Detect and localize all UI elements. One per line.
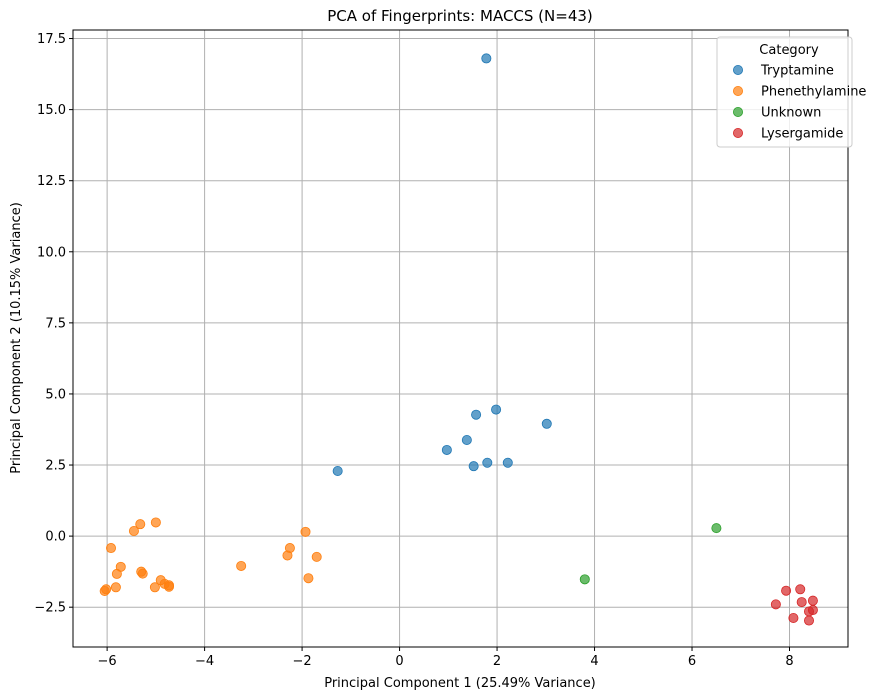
tryptamine-point <box>468 461 479 472</box>
legend: Category Tryptamine Phenethylamine Unknown… <box>716 36 866 148</box>
phenethylamine-point <box>99 585 110 596</box>
y-tick-label: −2.5 <box>34 601 66 616</box>
lysergamide-point <box>796 597 807 608</box>
phenethylamine-point <box>110 582 121 593</box>
legend-marker-phenethylamine <box>733 86 744 97</box>
legend-entries: Tryptamine Phenethylamine Unknown Lysergami… <box>733 64 866 142</box>
phenethylamine-point <box>236 560 247 571</box>
phenethylamine-point <box>164 581 175 592</box>
phenethylamine-point <box>303 573 314 584</box>
lysergamide-point <box>807 595 818 606</box>
lysergamide-point <box>795 584 806 595</box>
tryptamine-point <box>491 404 502 415</box>
legend-title: Category <box>759 43 819 58</box>
phenethylamine-point <box>128 525 139 536</box>
y-tick-label: 7.5 <box>45 316 66 331</box>
grid-lines <box>73 30 848 647</box>
phenethylamine-point <box>135 519 146 530</box>
unknown-point <box>579 574 590 585</box>
legend-label-unknown: Unknown <box>761 106 821 121</box>
tryptamine-point <box>541 418 552 429</box>
legend-label-lysergamide: Lysergamide <box>761 127 843 142</box>
tryptamine-point <box>441 444 452 455</box>
y-tick-label: 10.0 <box>37 245 66 260</box>
x-tick-label: −6 <box>98 654 117 669</box>
legend-marker-tryptamine <box>733 65 744 76</box>
legend-marker-lysergamide <box>733 127 744 138</box>
x-axis-label: Principal Component 1 (25.49% Variance) <box>324 676 596 691</box>
phenethylamine-point <box>282 550 293 561</box>
y-axis-label: Principal Component 2 (10.15% Variance) <box>9 202 24 474</box>
axis-ticks: −6 −4 −2 0 2 4 6 8 −2.5 0.0 2.5 5.0 7.5 10.0 12.5 15.0 1… <box>34 32 793 669</box>
y-tick-label: 15.0 <box>37 103 66 118</box>
phenethylamine-point <box>311 551 322 562</box>
data-points <box>99 53 818 626</box>
phenethylamine-point <box>149 582 160 593</box>
x-tick-label: 8 <box>785 654 793 669</box>
y-tick-label: 0.0 <box>45 530 66 545</box>
y-tick-label: 5.0 <box>45 387 66 402</box>
plot-frame <box>72 29 849 648</box>
tryptamine-point <box>461 435 472 446</box>
phenethylamine-point <box>111 568 122 579</box>
chart-title: PCA of Fingerprints: MACCS (N=43) <box>327 7 593 25</box>
x-tick-label: −2 <box>293 654 312 669</box>
legend-label-phenethylamine: Phenethylamine <box>761 85 866 100</box>
y-tick-label: 12.5 <box>37 174 66 189</box>
tryptamine-point <box>471 409 482 420</box>
x-tick-label: 4 <box>590 654 598 669</box>
legend-box <box>716 36 853 148</box>
legend-marker-unknown <box>733 107 744 118</box>
phenethylamine-point <box>137 568 148 579</box>
lysergamide-point <box>788 612 799 623</box>
lysergamide-point <box>804 615 815 626</box>
x-tick-label: 2 <box>493 654 501 669</box>
tryptamine-point <box>502 457 513 468</box>
x-tick-label: −4 <box>195 654 214 669</box>
phenethylamine-point <box>106 543 117 554</box>
unknown-point <box>711 523 722 534</box>
x-tick-label: 6 <box>688 654 696 669</box>
x-tick-label: 0 <box>395 654 403 669</box>
lysergamide-point <box>770 599 781 610</box>
tryptamine-point <box>481 53 492 64</box>
lysergamide-point <box>781 585 792 596</box>
tryptamine-point <box>332 465 343 476</box>
y-tick-label: 2.5 <box>45 459 66 474</box>
tryptamine-point <box>482 457 493 468</box>
y-tick-label: 17.5 <box>37 32 66 47</box>
phenethylamine-point <box>150 517 161 528</box>
phenethylamine-point <box>300 526 311 537</box>
legend-label-tryptamine: Tryptamine <box>760 64 834 79</box>
lysergamide-point <box>804 606 815 617</box>
